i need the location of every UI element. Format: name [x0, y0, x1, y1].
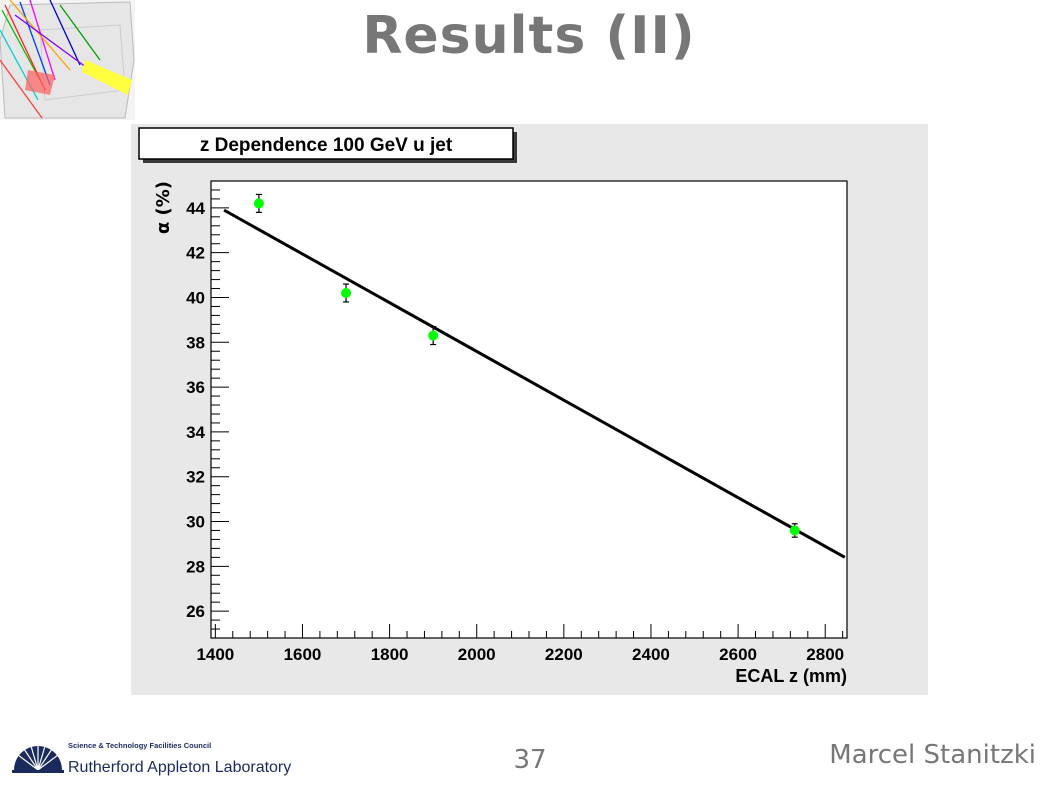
y-tick-label: 32	[186, 468, 205, 487]
slide-number: 37	[513, 745, 547, 775]
chart: z Dependence 100 GeV u jet 1400 1600 1800 2…	[138, 127, 848, 686]
author-name: Marcel Stanitzki	[829, 740, 1036, 770]
event-display-thumbnail	[0, 0, 135, 120]
x-tick-label: 1400	[196, 645, 234, 664]
x-tick-label: 2200	[545, 645, 583, 664]
y-tick-label: 34	[186, 423, 205, 442]
y-tick-label: 28	[186, 557, 205, 576]
plot-area	[210, 180, 848, 639]
y-tick-label: 30	[186, 513, 205, 532]
x-tick-label: 2800	[806, 645, 844, 664]
x-tick-label: 1600	[284, 645, 322, 664]
x-tick-label: 2600	[719, 645, 757, 664]
chart-title-box: z Dependence 100 GeV u jet	[138, 127, 517, 163]
sunburst-icon	[12, 745, 64, 773]
y-tick-label: 42	[186, 244, 205, 263]
x-tick-label: 2000	[458, 645, 496, 664]
chart-title: z Dependence 100 GeV u jet	[200, 135, 453, 156]
data-point	[253, 198, 264, 209]
slide-title: Results (II)	[362, 6, 696, 66]
y-tick-label: 26	[186, 602, 205, 621]
stfc-logo	[12, 745, 64, 773]
lab-name: Rutherford Appleton Laboratory	[68, 759, 292, 776]
data-point	[341, 288, 352, 299]
data-point	[428, 330, 439, 341]
y-tick-label: 36	[186, 378, 205, 397]
data-point	[789, 525, 800, 536]
council-name: Science & Technology Facilities Council	[68, 741, 212, 750]
y-tick-label: 40	[186, 288, 205, 307]
y-tick-label: 38	[186, 333, 205, 352]
plot-frame: z Dependence 100 GeV u jet 1400 1600 1800 2…	[131, 124, 928, 695]
x-tick-label: 1800	[371, 645, 409, 664]
x-tick-label: 2400	[632, 645, 670, 664]
fit-line	[223, 208, 846, 559]
x-axis-label: ECAL z (mm)	[735, 666, 847, 686]
y-axis-label: α (%)	[153, 181, 174, 234]
y-tick-label: 44	[186, 199, 205, 218]
